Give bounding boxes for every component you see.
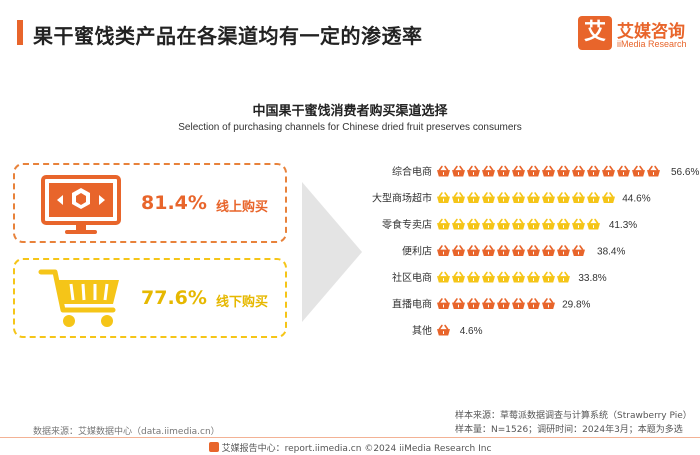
footer-divider	[0, 437, 700, 438]
online-percent: 81.4%	[141, 192, 207, 214]
bar-category-label: 便利店	[402, 245, 432, 258]
bar-category-label: 直播电商	[392, 298, 432, 311]
chart-subtitle: Selection of purchasing channels for Chi…	[178, 122, 522, 133]
iimedia-logo: 艾 艾媒咨询 iiMedia Research	[578, 16, 693, 56]
bar	[437, 271, 570, 283]
shopping-cart-icon	[38, 269, 119, 327]
bar-category-label: 大型商场超市	[372, 192, 432, 205]
sample-source: 样本来源：草莓派数据调查与计算系统（Strawberry Pie）	[455, 411, 692, 421]
footer-logo-icon	[208, 442, 219, 452]
bar	[437, 192, 615, 203]
bar-category-label: 零食专卖店	[382, 218, 432, 231]
bar	[437, 165, 660, 177]
footer: 艾媒报告中心：report.iimedia.cn ©2024 iiMedia R…	[0, 441, 700, 454]
page-title: 果干蜜饯类产品在各渠道均有一定的渗透率	[33, 24, 423, 48]
logo-chinese-name: 艾媒咨询	[617, 22, 685, 42]
bar-value-label: 41.3%	[609, 220, 637, 231]
data-source: 数据来源：艾媒数据中心（data.iimedia.cn）	[33, 427, 220, 437]
chart-title: 中国果干蜜饯消费者购买渠道选择	[252, 104, 448, 119]
bar-category-label: 综合电商	[392, 165, 432, 178]
bar-value-label: 44.6%	[622, 194, 650, 205]
monitor-icon	[41, 175, 121, 234]
logo-mark: 艾	[578, 16, 612, 50]
bar-value-label: 4.6%	[460, 326, 483, 337]
bar	[437, 218, 600, 230]
bar-category-label: 社区电商	[392, 271, 432, 284]
offline-percent: 77.6%	[141, 287, 207, 309]
footer-text: 艾媒报告中心：report.iimedia.cn ©2024 iiMedia R…	[221, 444, 492, 454]
logo-english-name: iiMedia Research	[617, 39, 687, 49]
bar-category-label: 其他	[412, 324, 432, 337]
bar	[437, 298, 555, 309]
bar-value-label: 33.8%	[578, 273, 606, 284]
bar	[437, 324, 450, 336]
online-label: 线上购买	[216, 200, 269, 215]
title-accent-bar	[17, 20, 23, 45]
offline-label: 线下购买	[216, 295, 269, 310]
bar	[437, 245, 585, 256]
bar-value-label: 29.8%	[562, 300, 590, 311]
online-purchase-card: 81.4% 线上购买	[13, 163, 287, 243]
flow-arrow	[302, 182, 362, 322]
offline-purchase-card: 77.6% 线下购买	[13, 258, 287, 338]
sample-info: 样本量：N=1526；调研时间：2024年3月；本题为多选	[455, 425, 683, 435]
bar-value-label: 56.6%	[671, 167, 699, 178]
bar-value-label: 38.4%	[597, 247, 625, 258]
